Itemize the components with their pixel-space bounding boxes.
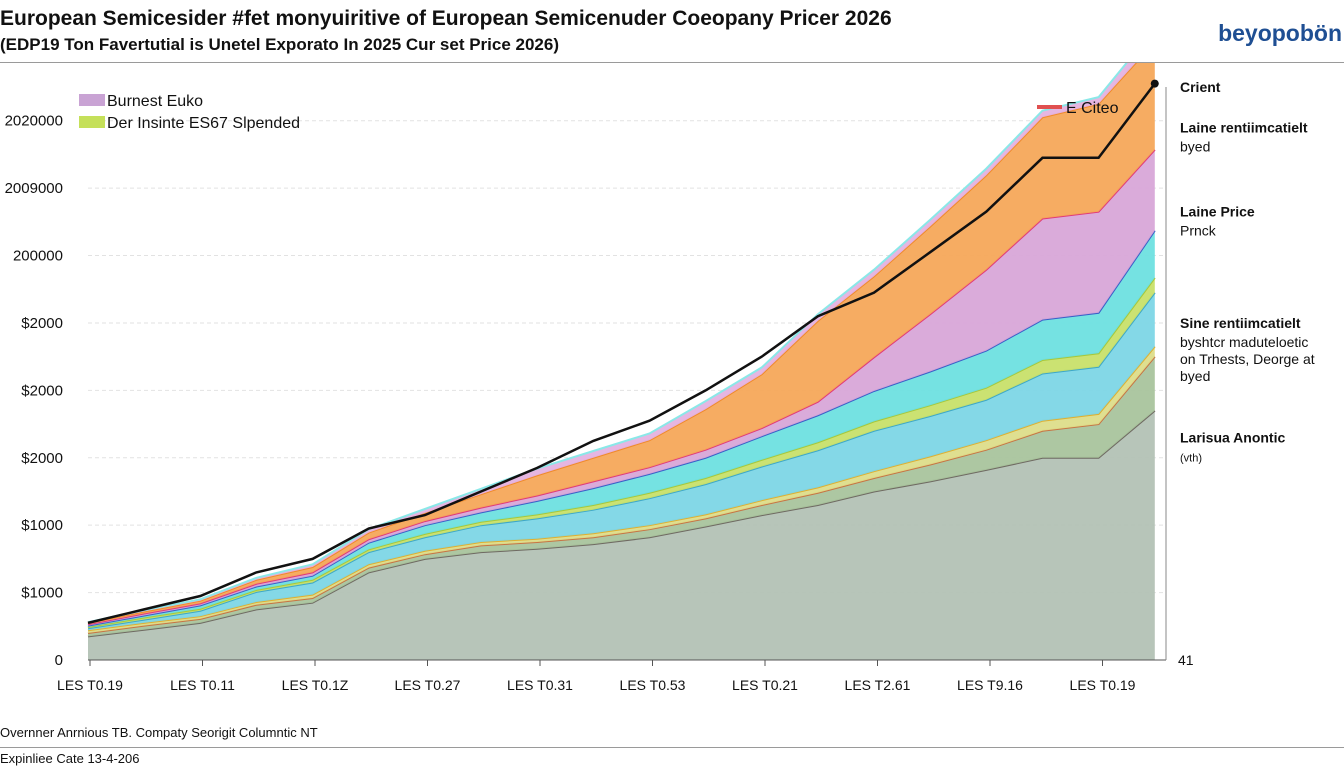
legend-label: Burnest Euko — [107, 93, 203, 110]
annotation-note: Prnck — [1180, 223, 1217, 239]
stacked-area-chart: 0 $1000 $1000 $2000 $2000 $2000 200000 2009000 2… — [5, 63, 1315, 693]
chart-title: European Semicesider #fet monyuiritive o… — [0, 7, 892, 30]
area-series-8-edge — [87, 63, 1137, 624]
annotation-note: byed — [1180, 138, 1210, 154]
legend-label: Der Insinte ES67 Slpended — [107, 115, 300, 132]
x-tick-label: LES T9.16 — [957, 677, 1023, 693]
annotation-note: byed — [1180, 368, 1210, 384]
legend-swatch — [79, 94, 105, 106]
area-series-1 — [88, 410, 1155, 660]
y-tick-label: $2000 — [21, 450, 63, 467]
annotation-note: on Trhests, Deorge at — [1180, 351, 1315, 367]
footer-divider — [0, 747, 1344, 748]
y-tick-label: 200000 — [13, 248, 63, 265]
footer-source: Overnner Anrnious TB. Compaty Seorigit C… — [0, 725, 318, 740]
chart-subtitle: (EDP19 Ton Favertutial is Unetel Exporat… — [0, 35, 559, 54]
brand-logo: beyopobön — [1218, 20, 1342, 46]
annotation-note: byshtcr maduteloetic — [1180, 334, 1308, 350]
total-line-end-marker — [1150, 79, 1159, 88]
area-series-6-edge — [87, 230, 1156, 627]
y-tick-label: $2000 — [21, 382, 63, 399]
x-tick-label: LES T0.53 — [620, 677, 686, 693]
header-divider — [0, 62, 1344, 63]
y-tick-label: 0 — [55, 652, 63, 669]
x-tick-label: LES T0.21 — [732, 677, 798, 693]
y-tick-label: 2020000 — [5, 113, 63, 130]
annotation-title: Larisua Anontic — [1180, 430, 1285, 446]
x-tick-label: LES T0.19 — [1070, 677, 1136, 693]
annotation-title: Laine rentiimcatielt — [1180, 119, 1308, 135]
x-tick-label: LES T0.27 — [395, 677, 461, 693]
x-tick-label: LES T0.11 — [170, 677, 235, 693]
legend-swatch — [79, 116, 105, 128]
area-series-9-edge — [87, 63, 1128, 624]
y-tick-label: 2009000 — [5, 180, 63, 197]
x-tick-label: LES T0.19 — [57, 677, 123, 693]
annotation-title: Crient — [1180, 79, 1221, 95]
end-value-label: 41 — [1178, 652, 1194, 668]
x-tick-label: LES T0.31 — [507, 677, 573, 693]
legend-right-label: E Citeo — [1066, 100, 1119, 117]
x-tick-label: LES T0.1Z — [282, 677, 349, 693]
y-tick-label: $1000 — [21, 585, 63, 602]
footer-date: Expinliee Cate 13-4-206 — [0, 751, 140, 766]
x-tick-label: LES T2.61 — [845, 677, 911, 693]
annotation-title: Sine rentiimcatielt — [1180, 315, 1301, 331]
annotation-title: Laine Price — [1180, 204, 1255, 220]
area-series-8 — [88, 63, 1155, 625]
annotation-note: (vth) — [1180, 453, 1202, 465]
total-line — [87, 82, 1156, 625]
y-tick-label: $2000 — [21, 315, 63, 332]
y-tick-label: $1000 — [21, 517, 63, 534]
